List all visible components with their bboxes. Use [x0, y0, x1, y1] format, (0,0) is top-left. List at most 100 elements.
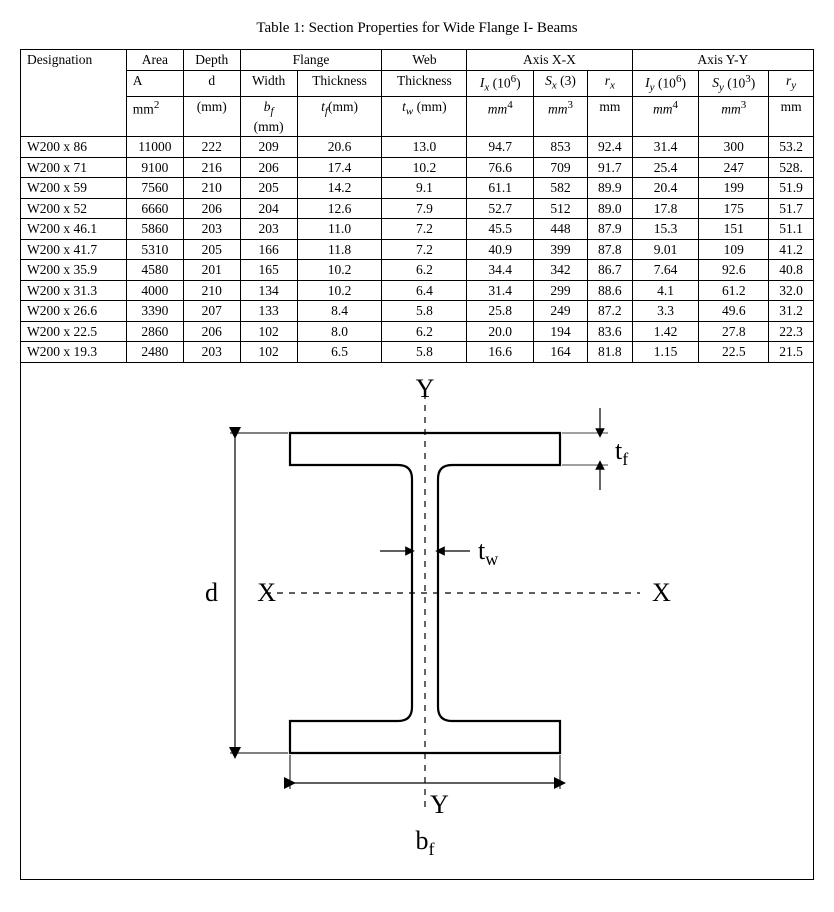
unit-Sx: mm3: [534, 97, 588, 137]
cell-value: 7.9: [382, 198, 467, 219]
cell-value: 166: [240, 239, 297, 260]
cell-value: 8.0: [297, 321, 382, 342]
sym-ry: ry: [769, 70, 814, 97]
table-row: W200 x 31.3400021013410.26.431.429988.64…: [21, 280, 814, 301]
cell-value: 247: [699, 157, 769, 178]
cell-value: 5310: [126, 239, 183, 260]
cell-value: 31.2: [769, 301, 814, 322]
unit-depth: (mm): [183, 97, 240, 137]
table-row: W200 x 71910021620617.410.276.670991.725…: [21, 157, 814, 178]
cell-value: 300: [699, 137, 769, 158]
unit-Ix: mm4: [467, 97, 534, 137]
cell-value: 102: [240, 321, 297, 342]
cell-value: 204: [240, 198, 297, 219]
cell-value: 165: [240, 260, 297, 281]
unit-tw: tw (mm): [382, 97, 467, 137]
label-tf: tf: [615, 436, 628, 469]
cell-value: 133: [240, 301, 297, 322]
cell-value: 194: [534, 321, 588, 342]
col-flange: Flange: [240, 50, 382, 71]
table-row: W200 x 41.7531020516611.87.240.939987.89…: [21, 239, 814, 260]
cell-value: 853: [534, 137, 588, 158]
cell-value: 151: [699, 219, 769, 240]
col-axis-xx: Axis X-X: [467, 50, 632, 71]
cell-value: 20.4: [632, 178, 699, 199]
cell-value: 210: [183, 178, 240, 199]
header-row-1: Designation Area Depth Flange Web Axis X…: [21, 50, 814, 71]
sym-Sx: Sx (3): [534, 70, 588, 97]
unit-Sy: mm3: [699, 97, 769, 137]
cell-value: 7.2: [382, 219, 467, 240]
cell-value: 1.42: [632, 321, 699, 342]
cell-value: 9100: [126, 157, 183, 178]
cell-value: 102: [240, 342, 297, 363]
cell-designation: W200 x 46.1: [21, 219, 127, 240]
cell-value: 61.2: [699, 280, 769, 301]
cell-value: 6.2: [382, 321, 467, 342]
properties-table: Designation Area Depth Flange Web Axis X…: [20, 49, 814, 880]
cell-designation: W200 x 71: [21, 157, 127, 178]
cell-designation: W200 x 26.6: [21, 301, 127, 322]
cell-value: 6.5: [297, 342, 382, 363]
col-area: Area: [126, 50, 183, 71]
cell-value: 45.5: [467, 219, 534, 240]
cell-value: 34.4: [467, 260, 534, 281]
cell-value: 8.4: [297, 301, 382, 322]
cell-value: 222: [183, 137, 240, 158]
cell-value: 20.6: [297, 137, 382, 158]
cell-value: 3.3: [632, 301, 699, 322]
cell-value: 201: [183, 260, 240, 281]
cell-value: 31.4: [467, 280, 534, 301]
label-bf: bf: [416, 826, 435, 859]
cell-value: 5.8: [382, 301, 467, 322]
table-row: W200 x 19.324802031026.55.816.616481.81.…: [21, 342, 814, 363]
cell-value: 207: [183, 301, 240, 322]
cell-value: 51.7: [769, 198, 814, 219]
cell-value: 32.0: [769, 280, 814, 301]
cell-value: 13.0: [382, 137, 467, 158]
unit-bf: bf(mm): [240, 97, 297, 137]
cell-value: 209: [240, 137, 297, 158]
sym-rx: rx: [587, 70, 632, 97]
cell-value: 27.8: [699, 321, 769, 342]
cell-value: 89.9: [587, 178, 632, 199]
cell-value: 206: [183, 321, 240, 342]
table-title: Table 1: Section Properties for Wide Fla…: [20, 20, 814, 37]
cell-value: 92.6: [699, 260, 769, 281]
table-row: W200 x 22.528602061028.06.220.019483.61.…: [21, 321, 814, 342]
cell-value: 16.6: [467, 342, 534, 363]
sym-Iy: Iy (106): [632, 70, 699, 97]
cell-value: 448: [534, 219, 588, 240]
cell-value: 10.2: [382, 157, 467, 178]
cell-value: 210: [183, 280, 240, 301]
cell-value: 1.15: [632, 342, 699, 363]
lbl-width: Width: [240, 70, 297, 97]
cell-value: 9.01: [632, 239, 699, 260]
cell-value: 25.4: [632, 157, 699, 178]
cell-value: 94.7: [467, 137, 534, 158]
cell-value: 199: [699, 178, 769, 199]
table-row: W200 x 59756021020514.29.161.158289.920.…: [21, 178, 814, 199]
sym-Sy: Sy (103): [699, 70, 769, 97]
cell-value: 7560: [126, 178, 183, 199]
unit-tf: tf(mm): [297, 97, 382, 137]
cell-value: 11.0: [297, 219, 382, 240]
table-row: W200 x 46.1586020320311.07.245.544887.91…: [21, 219, 814, 240]
sym-d: d: [183, 70, 240, 97]
cell-value: 17.4: [297, 157, 382, 178]
cell-value: 87.8: [587, 239, 632, 260]
cell-value: 164: [534, 342, 588, 363]
sym-Ix: Ix (106): [467, 70, 534, 97]
cell-value: 7.2: [382, 239, 467, 260]
cell-value: 92.4: [587, 137, 632, 158]
cell-value: 205: [183, 239, 240, 260]
label-Y-top: Y: [416, 374, 435, 403]
cell-value: 88.6: [587, 280, 632, 301]
sym-A: A: [126, 70, 183, 97]
cell-value: 22.5: [699, 342, 769, 363]
cell-value: 709: [534, 157, 588, 178]
header-row-3: mm2 (mm) bf(mm) tf(mm) tw (mm) mm4 mm3 m…: [21, 97, 814, 137]
cell-value: 7.64: [632, 260, 699, 281]
cell-value: 5860: [126, 219, 183, 240]
cell-value: 9.1: [382, 178, 467, 199]
